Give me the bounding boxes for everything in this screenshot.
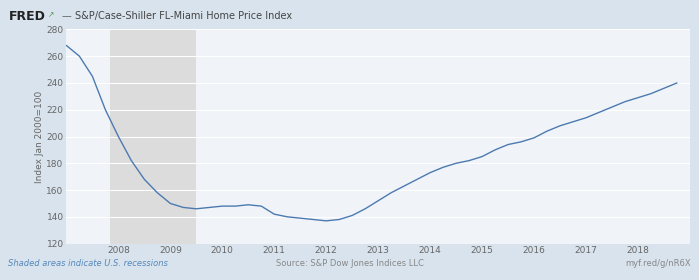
Text: FRED: FRED <box>8 10 45 23</box>
Bar <box>110 29 196 244</box>
Text: Shaded areas indicate U.S. recessions: Shaded areas indicate U.S. recessions <box>8 259 168 268</box>
Text: ↗: ↗ <box>48 10 54 19</box>
Text: Source: S&P Dow Jones Indices LLC: Source: S&P Dow Jones Indices LLC <box>275 259 424 268</box>
Y-axis label: Index Jan 2000=100: Index Jan 2000=100 <box>34 90 43 183</box>
Text: S&P/Case-Shiller FL-Miami Home Price Index: S&P/Case-Shiller FL-Miami Home Price Ind… <box>75 11 293 21</box>
Text: —: — <box>62 11 71 21</box>
Text: myf.red/g/nR6X: myf.red/g/nR6X <box>625 259 691 268</box>
